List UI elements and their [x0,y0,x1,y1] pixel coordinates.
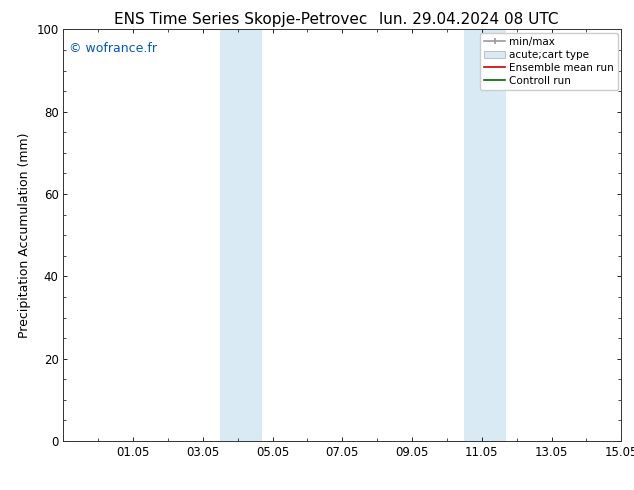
Y-axis label: Precipitation Accumulation (mm): Precipitation Accumulation (mm) [18,132,30,338]
Bar [486,29,506,441]
Bar [464,29,485,441]
Legend: min/max, acute;cart type, Ensemble mean run, Controll run: min/max, acute;cart type, Ensemble mean … [480,32,618,90]
Bar [241,29,262,441]
Text: ENS Time Series Skopje-Petrovec: ENS Time Series Skopje-Petrovec [114,12,368,27]
Text: © wofrance.fr: © wofrance.fr [69,42,157,55]
Bar [221,29,241,441]
Text: lun. 29.04.2024 08 UTC: lun. 29.04.2024 08 UTC [379,12,559,27]
